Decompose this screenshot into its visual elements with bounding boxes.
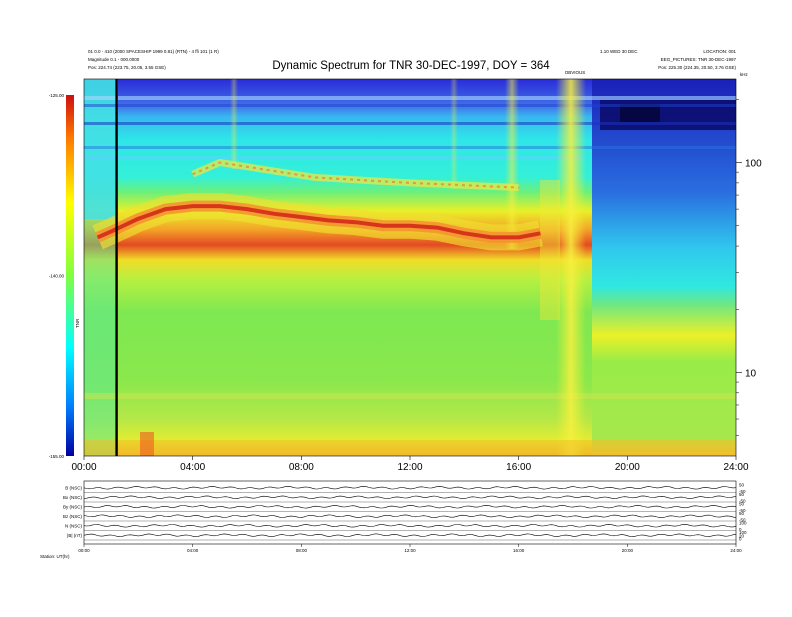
colorbar-ticks: -125.00 -140.00 -155.00 — [49, 93, 65, 459]
panel-label: Bx (NSC) — [63, 495, 83, 500]
colorbar-tick-label: -125.00 — [49, 93, 65, 98]
x-tick-label: 00:00 — [71, 462, 96, 473]
header-left-line-3: Pos: 224.74 (223.75, 20.05, 3.55 GSE) — [88, 65, 166, 70]
header-left-line-1: 01 0.0 - 410 (2000 SPACESHIP 1999 0.81) … — [88, 49, 219, 54]
event-burst — [556, 79, 586, 456]
colorbar-tick-label: -140.00 — [49, 274, 65, 279]
header-right-line-2: LOCATION: 001 — [703, 49, 736, 54]
header-right-line-4: Pos: 225.30 (224.35, 20.50, 3.76 GSE) — [658, 65, 736, 70]
panel-x-tick-label: 00:00 — [78, 548, 90, 553]
y-right-tick-label: 10 — [745, 368, 757, 379]
plasma-line-core — [96, 204, 541, 240]
x-tick-label: 20:00 — [615, 462, 640, 473]
panel-right-tick: -50 — [739, 508, 746, 513]
x-tick-label: 08:00 — [289, 462, 314, 473]
y-right-label: kHz — [740, 72, 748, 77]
panel-label: |B| (nT) — [67, 533, 82, 538]
panel-trace — [83, 533, 737, 537]
panel-right-tick: 50 — [739, 492, 745, 497]
panel-x-tick-label: 12:00 — [404, 548, 416, 553]
y-right-tick-label: 100 — [745, 159, 762, 170]
panel-footer: Station: UT(hr) — [40, 554, 70, 559]
panel-label: By (NSC) — [63, 504, 83, 509]
x-tick-label: 04:00 — [180, 462, 205, 473]
x-tick-label: 24:00 — [723, 462, 748, 473]
panel-right-tick: 50 — [739, 502, 745, 507]
panel-x-ticks: 00:00 04:00 08:00 12:00 16:00 20:00 24:00 — [78, 544, 742, 553]
colorbar — [66, 95, 74, 456]
chart-title: Dynamic Spectrum for TNR 30-DEC-1997, DO… — [272, 60, 550, 72]
panel-right-tick: 0 — [739, 527, 742, 532]
panel-trace — [83, 486, 737, 490]
x-tick-label: 12:00 — [397, 462, 422, 473]
panel-right-tick: 50 — [739, 483, 745, 488]
panel-label: Bz (NSC) — [63, 514, 83, 519]
panel-right-tick: 20 — [739, 533, 745, 538]
colorbar-label: TNR — [75, 318, 80, 328]
panel-right-tick: -50 — [739, 489, 746, 494]
panel-right-tick: 0 — [739, 537, 742, 542]
late-region — [592, 79, 736, 456]
y-right-ticks: 100 10 — [736, 99, 762, 436]
panel-trace — [83, 495, 737, 499]
panel-right-tick: -50 — [739, 518, 746, 523]
panel-right-tick: 100 — [739, 530, 747, 535]
x-tick-label: 16:00 — [506, 462, 531, 473]
harmonic-line — [192, 161, 519, 189]
panels-frame — [83, 480, 737, 545]
panel-label: B (NSC) — [65, 485, 82, 490]
colorbar-tick-label: -155.00 — [49, 454, 65, 459]
header-right-line-1: 1.10 WED 30 DEC — [600, 49, 638, 54]
panel-x-tick-label: 20:00 — [622, 548, 634, 553]
panel-x-tick-label: 08:00 — [296, 548, 308, 553]
panel-trace — [83, 505, 737, 509]
panel-x-tick-label: 16:00 — [513, 548, 525, 553]
event-label: OBVIOUS — [565, 70, 586, 75]
x-ticks: 00:00 04:00 08:00 12:00 16:00 20:00 24:00 — [71, 456, 749, 473]
panel-right-tick: 50 — [739, 511, 745, 516]
feature-layer — [92, 159, 543, 251]
panel-trace — [83, 524, 737, 528]
spectrogram — [84, 79, 736, 456]
panel-right-tick: -50 — [739, 499, 746, 504]
header-left-line-2: Magnitude 0.1 - 000.0000 — [88, 57, 140, 62]
panel-x-tick-label: 24:00 — [730, 548, 742, 553]
panel-trace — [83, 514, 737, 518]
panel-x-tick-label: 04:00 — [187, 548, 199, 553]
header-right-line-3: EEG_PICTURES: TNR 30-DEC-1997 — [661, 57, 737, 62]
panel-label: N (NSC) — [65, 523, 82, 528]
panel-right-tick: 100 — [739, 521, 747, 526]
